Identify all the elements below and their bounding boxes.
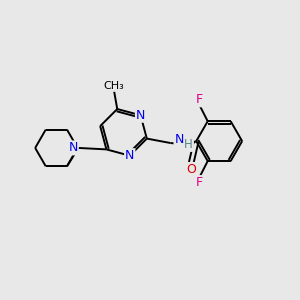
Text: N: N: [175, 133, 184, 146]
Text: F: F: [196, 93, 203, 106]
Text: H: H: [184, 138, 193, 151]
Text: O: O: [186, 163, 196, 176]
Text: F: F: [196, 176, 203, 189]
Text: N: N: [136, 109, 145, 122]
Text: N: N: [68, 141, 78, 154]
Text: N: N: [125, 149, 134, 162]
Text: CH₃: CH₃: [104, 81, 124, 91]
